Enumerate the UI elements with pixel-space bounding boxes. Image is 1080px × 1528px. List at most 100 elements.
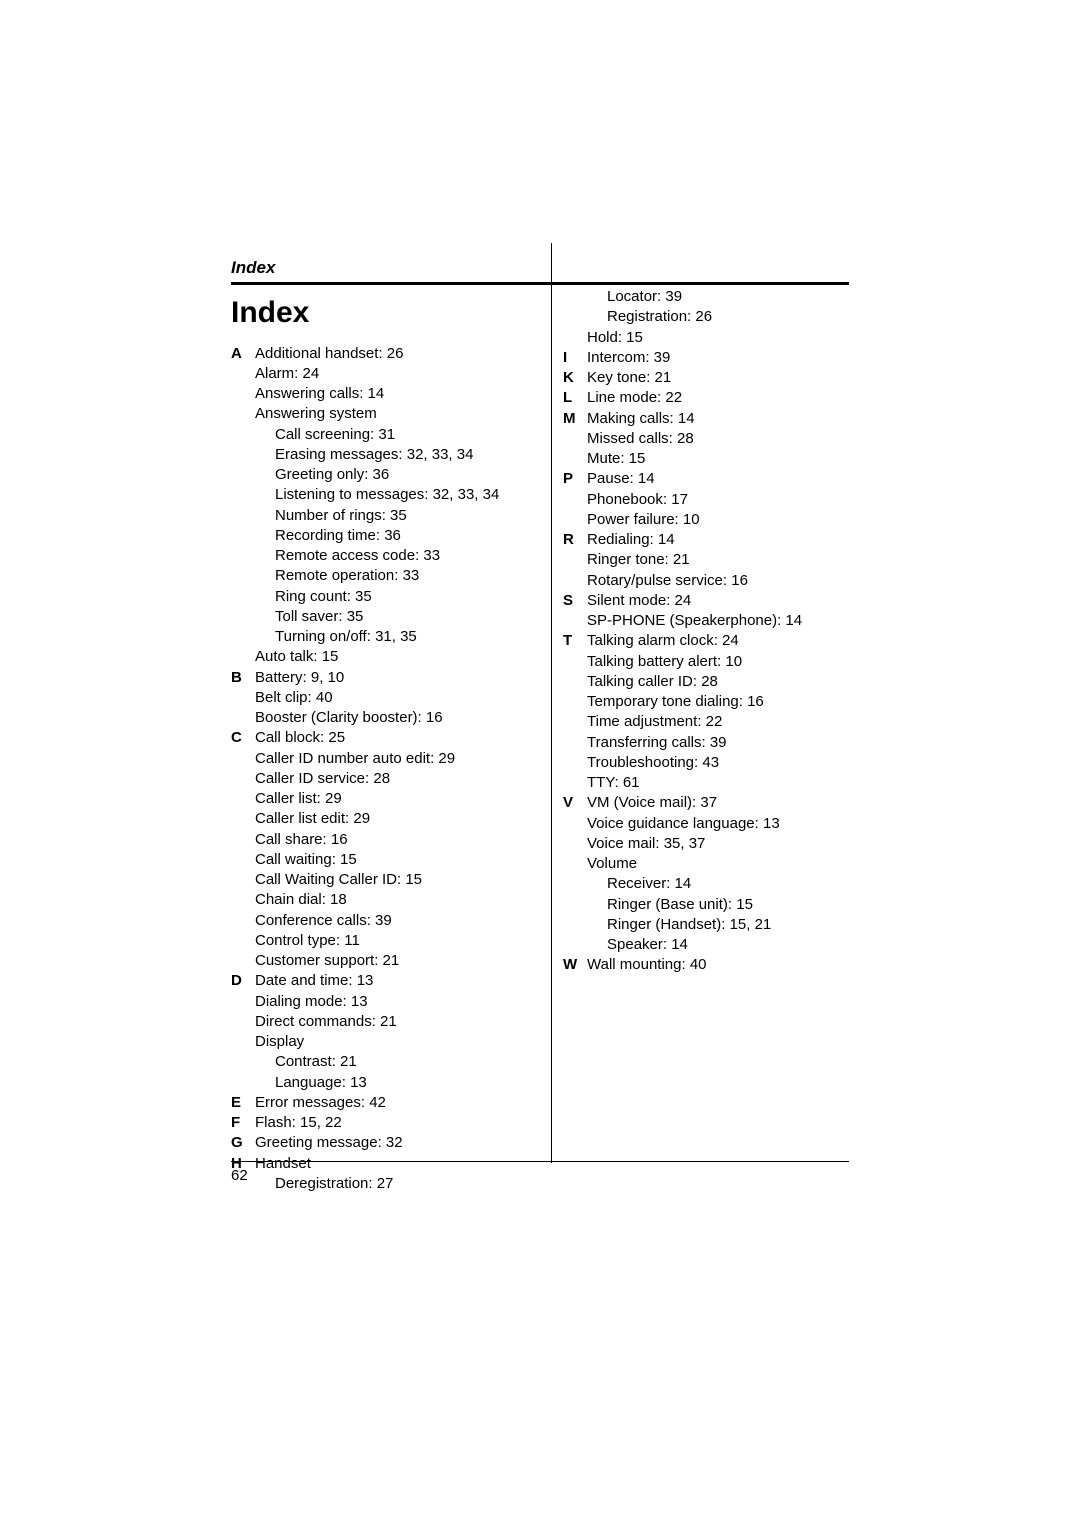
letter-l: L: [563, 388, 587, 408]
index-subterm: Speaker: 14: [587, 935, 849, 955]
h-continuation: Locator: 39 Registration: 26 Hold: 15: [563, 287, 849, 348]
terms-b: Battery: 9, 10 Belt clip: 40 Booster (Cl…: [255, 668, 541, 729]
index-term: Ringer tone: 21: [587, 550, 849, 570]
index-term: Error messages: 42: [255, 1093, 541, 1113]
index-term: Redialing: 14: [587, 530, 849, 550]
index-term: Auto talk: 15: [255, 647, 541, 667]
index-term: Call waiting: 15: [255, 850, 541, 870]
index-term: Display: [255, 1032, 541, 1052]
index-term: Caller ID service: 28: [255, 769, 541, 789]
section-d: D Date and time: 13 Dialing mode: 13 Dir…: [231, 971, 541, 1093]
index-term: Key tone: 21: [587, 368, 849, 388]
index-term: Talking alarm clock: 24: [587, 631, 849, 651]
letter-v: V: [563, 793, 587, 955]
section-c: C Call block: 25 Caller ID number auto e…: [231, 728, 541, 971]
terms-f: Flash: 15, 22: [255, 1113, 541, 1133]
index-term: Control type: 11: [255, 931, 541, 951]
terms-c: Call block: 25 Caller ID number auto edi…: [255, 728, 541, 971]
letter-f: F: [231, 1113, 255, 1133]
index-subterm: Listening to messages: 32, 33, 34: [255, 485, 541, 505]
index-subterm: Number of rings: 35: [255, 506, 541, 526]
terms-d: Date and time: 13 Dialing mode: 13 Direc…: [255, 971, 541, 1093]
index-term: Caller list: 29: [255, 789, 541, 809]
index-subterm: Remote operation: 33: [255, 566, 541, 586]
index-term: Hold: 15: [587, 328, 849, 348]
index-term: Phonebook: 17: [587, 490, 849, 510]
index-subterm: Call screening: 31: [255, 425, 541, 445]
index-subterm: Erasing messages: 32, 33, 34: [255, 445, 541, 465]
section-k: K Key tone: 21: [563, 368, 849, 388]
index-subterm: Ringer (Handset): 15, 21: [587, 915, 849, 935]
section-b: B Battery: 9, 10 Belt clip: 40 Booster (…: [231, 668, 541, 729]
index-subterm: Deregistration: 27: [255, 1174, 541, 1194]
terms-a: Additional handset: 26 Alarm: 24 Answeri…: [255, 344, 541, 668]
index-term: Silent mode: 24: [587, 591, 849, 611]
index-term: Making calls: 14: [587, 409, 849, 429]
index-subterm: Receiver: 14: [587, 874, 849, 894]
section-i: I Intercom: 39: [563, 348, 849, 368]
index-term: Handset: [255, 1154, 541, 1174]
index-term: Call block: 25: [255, 728, 541, 748]
index-term: Temporary tone dialing: 16: [587, 692, 849, 712]
letter-i: I: [563, 348, 587, 368]
letter-w: W: [563, 955, 587, 975]
section-v: V VM (Voice mail): 37 Voice guidance lan…: [563, 793, 849, 955]
letter-m: M: [563, 409, 587, 470]
letter-t: T: [563, 631, 587, 793]
index-subterm: Recording time: 36: [255, 526, 541, 546]
index-term: Additional handset: 26: [255, 344, 541, 364]
index-term: VM (Voice mail): 37: [587, 793, 849, 813]
index-term: TTY: 61: [587, 773, 849, 793]
index-subterm: Ring count: 35: [255, 587, 541, 607]
index-term: Greeting message: 32: [255, 1133, 541, 1153]
footer-rule: [231, 1161, 849, 1162]
index-term: Chain dial: 18: [255, 890, 541, 910]
index-term: Direct commands: 21: [255, 1012, 541, 1032]
letter-s: S: [563, 591, 587, 632]
section-a: A Additional handset: 26 Alarm: 24 Answe…: [231, 344, 541, 668]
index-title: Index: [231, 293, 541, 334]
terms-e: Error messages: 42: [255, 1093, 541, 1113]
index-term: Voice mail: 35, 37: [587, 834, 849, 854]
page: Index Index A Additional handset: 26 Ala…: [0, 0, 1080, 1528]
index-subterm: Language: 13: [255, 1073, 541, 1093]
index-term: Answering calls: 14: [255, 384, 541, 404]
section-s: S Silent mode: 24 SP-PHONE (Speakerphone…: [563, 591, 849, 632]
section-l: L Line mode: 22: [563, 388, 849, 408]
index-term: Pause: 14: [587, 469, 849, 489]
index-subterm: Registration: 26: [587, 307, 849, 327]
section-g: G Greeting message: 32: [231, 1133, 541, 1153]
index-term: Talking caller ID: 28: [587, 672, 849, 692]
letter-a: A: [231, 344, 255, 668]
page-number: 62: [231, 1167, 248, 1184]
index-term: Answering system: [255, 404, 541, 424]
section-p: P Pause: 14 Phonebook: 17 Power failure:…: [563, 469, 849, 530]
section-w: W Wall mounting: 40: [563, 955, 849, 975]
letter-b: B: [231, 668, 255, 729]
index-term: Volume: [587, 854, 849, 874]
index-term: Talking battery alert: 10: [587, 652, 849, 672]
column-divider: [551, 243, 552, 1163]
right-column: Locator: 39 Registration: 26 Hold: 15 I …: [551, 287, 849, 1194]
index-term: Alarm: 24: [255, 364, 541, 384]
letter-r: R: [563, 530, 587, 591]
index-term: Call Waiting Caller ID: 15: [255, 870, 541, 890]
content-area: Index Index A Additional handset: 26 Ala…: [231, 258, 849, 1194]
left-column: Index A Additional handset: 26 Alarm: 24…: [231, 287, 551, 1194]
running-head: Index: [231, 258, 849, 278]
letter-k: K: [563, 368, 587, 388]
index-term: Conference calls: 39: [255, 911, 541, 931]
section-t: T Talking alarm clock: 24 Talking batter…: [563, 631, 849, 793]
section-r: R Redialing: 14 Ringer tone: 21 Rotary/p…: [563, 530, 849, 591]
index-subterm: Ringer (Base unit): 15: [587, 895, 849, 915]
terms-h: Handset Deregistration: 27: [255, 1154, 541, 1195]
index-term: Voice guidance language: 13: [587, 814, 849, 834]
index-term: Missed calls: 28: [587, 429, 849, 449]
index-term: Caller list edit: 29: [255, 809, 541, 829]
index-term: Line mode: 22: [587, 388, 849, 408]
rule-thick: [231, 282, 849, 285]
letter-e: E: [231, 1093, 255, 1113]
terms-g: Greeting message: 32: [255, 1133, 541, 1153]
index-term: Battery: 9, 10: [255, 668, 541, 688]
section-m: M Making calls: 14 Missed calls: 28 Mute…: [563, 409, 849, 470]
